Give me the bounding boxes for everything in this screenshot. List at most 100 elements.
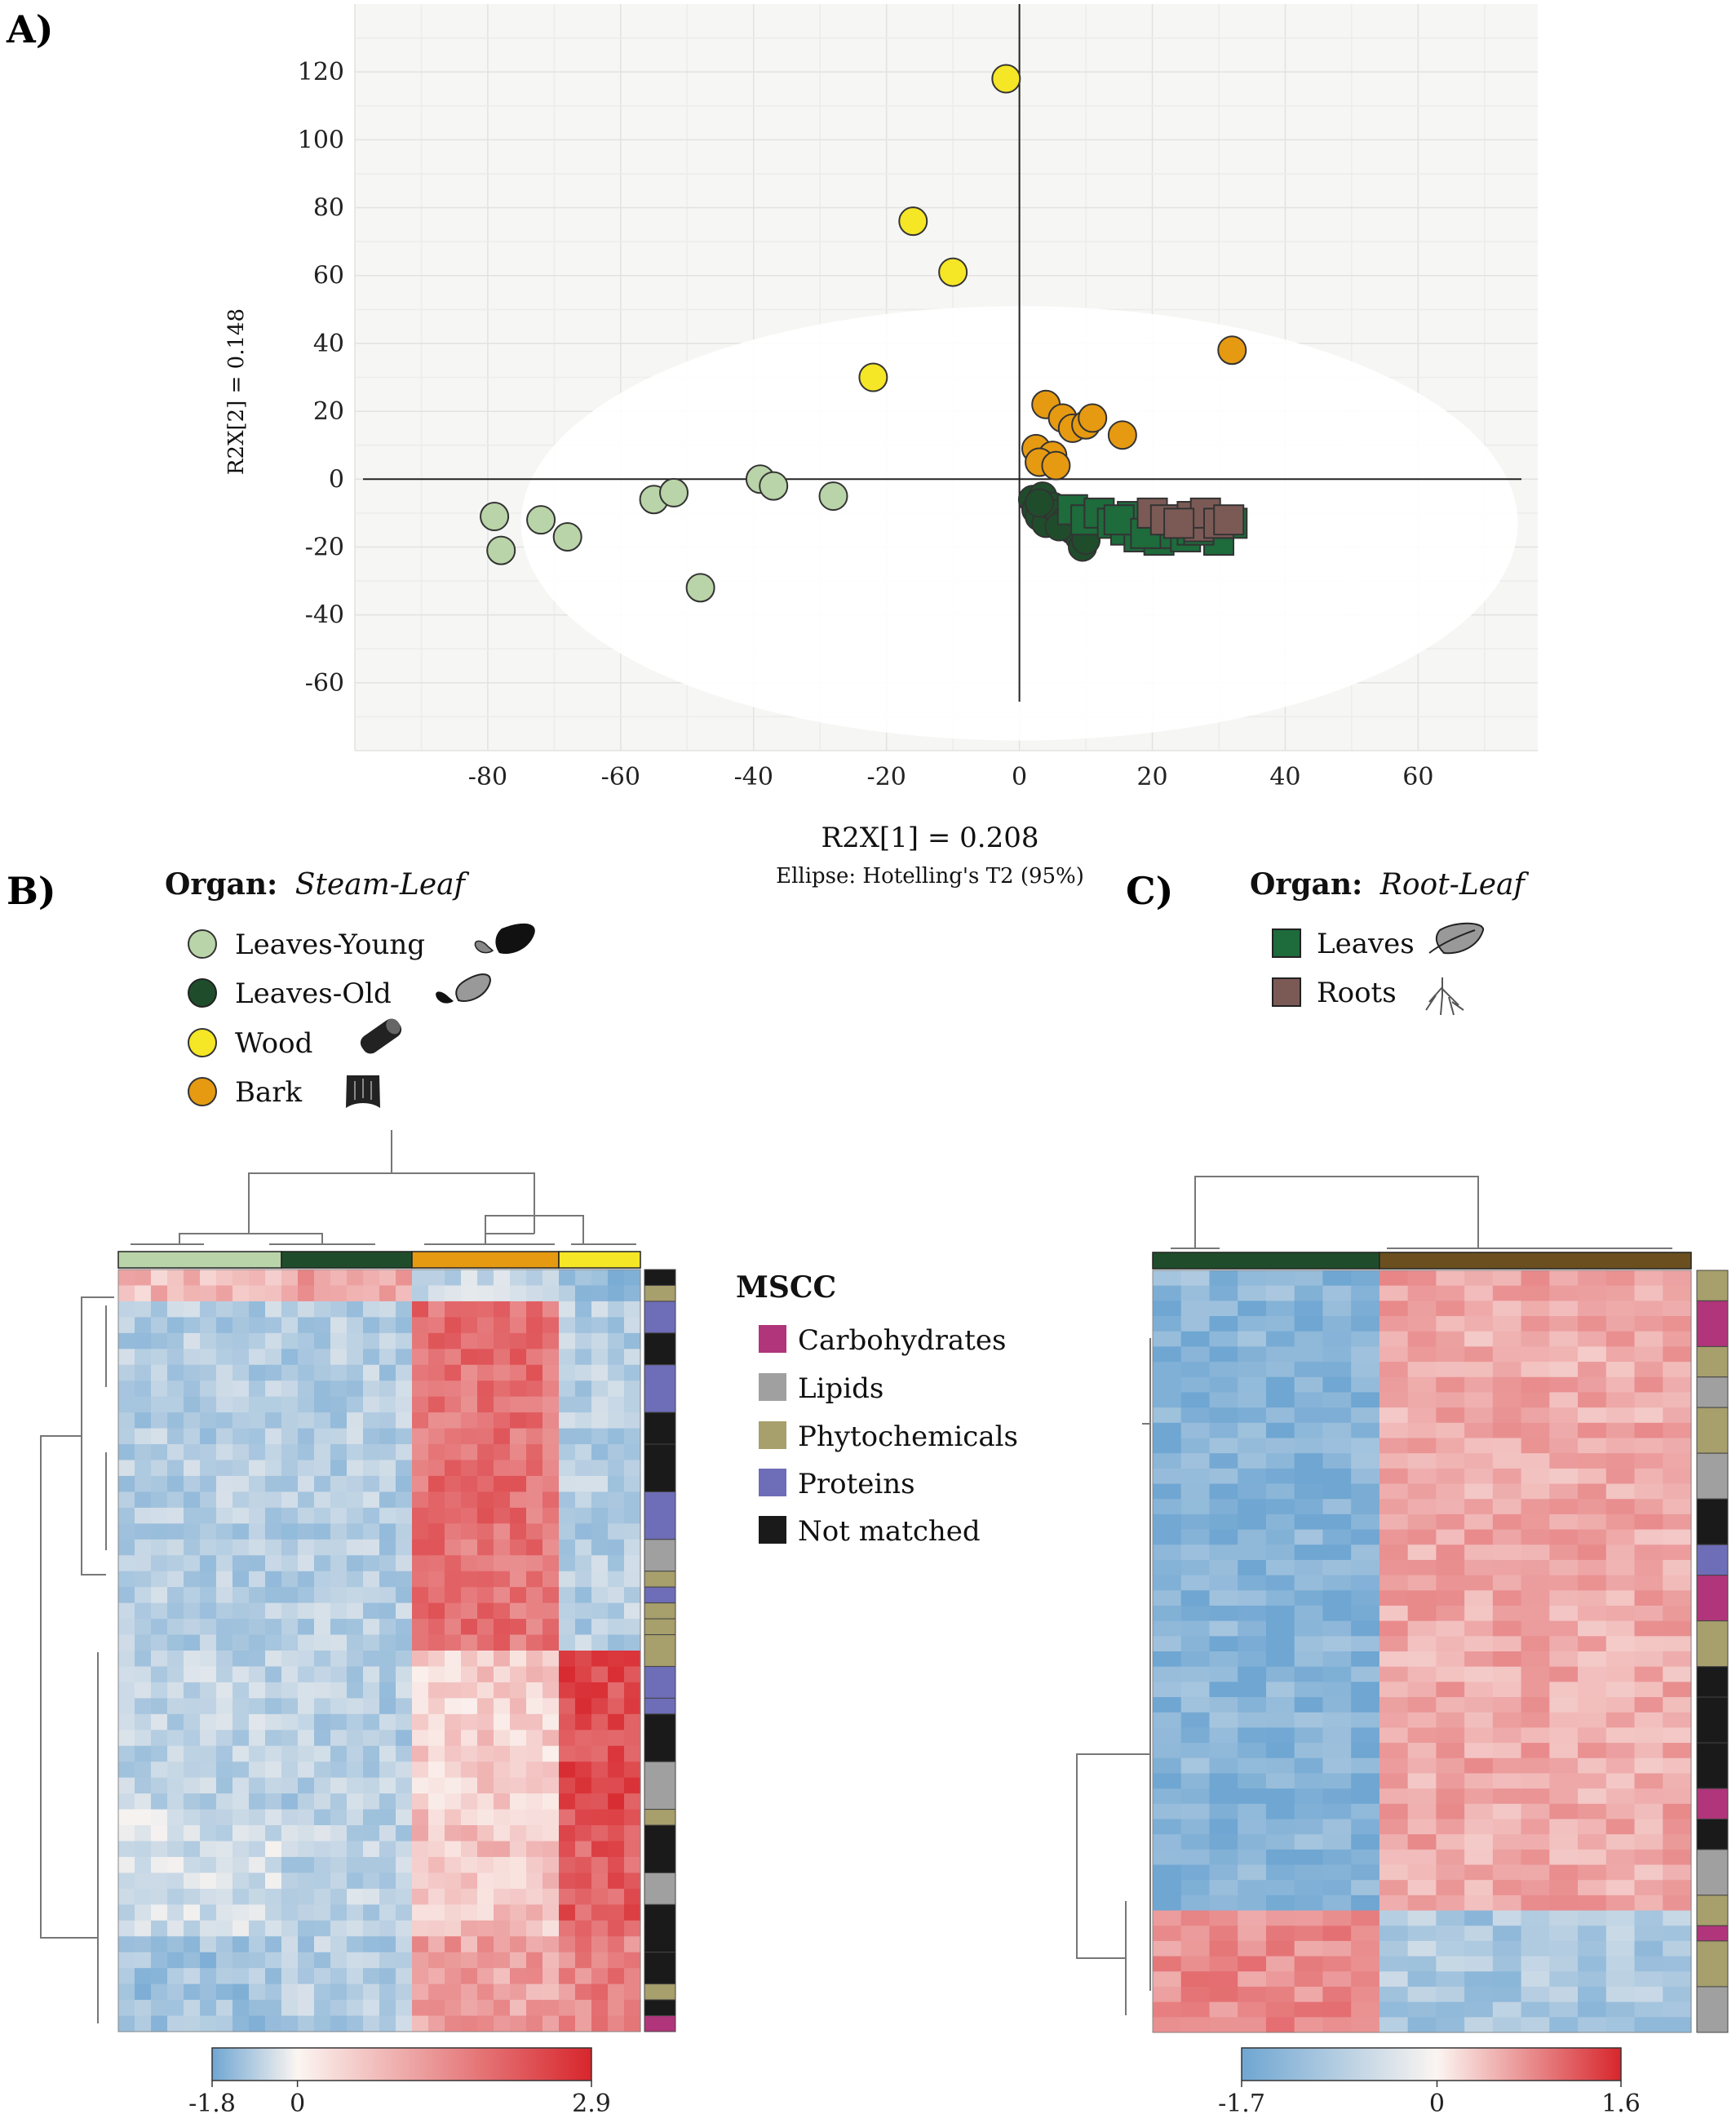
heatmap-cell — [314, 1571, 331, 1588]
heatmap-cell — [200, 1872, 217, 1890]
heatmap-cell — [118, 1619, 135, 1636]
heatmap-cell — [428, 1270, 445, 1287]
heatmap-cell — [1663, 1620, 1692, 1637]
heatmap-cell — [1180, 1575, 1211, 1591]
heatmap-cell — [298, 2000, 315, 2017]
heatmap-cell — [1351, 1499, 1380, 1515]
heatmap-cell — [379, 1666, 396, 1683]
heatmap-cell — [249, 1381, 266, 1398]
ellipse-note: Ellipse: Hotelling's T2 (95%) — [776, 864, 1084, 889]
heatmap-cell — [1605, 1956, 1636, 1972]
heatmap-cell — [1238, 1316, 1267, 1332]
heatmap-cell — [1153, 1819, 1182, 1835]
heatmap-cell — [314, 1634, 331, 1651]
heatmap-cell — [461, 1682, 478, 1699]
heatmap-cell — [1407, 1910, 1437, 1926]
heatmap-cell — [445, 1904, 462, 1921]
heatmap-cell — [591, 1856, 609, 1874]
heatmap-cell — [1180, 1926, 1211, 1942]
heatmap-cell — [216, 1555, 233, 1572]
legend-swatch-leaves-young — [188, 929, 217, 959]
heatmap-cell — [1294, 1712, 1324, 1728]
point-leaves-young — [480, 502, 510, 532]
heatmap-cell — [330, 1475, 348, 1493]
heatmap-cell — [1549, 1468, 1579, 1485]
heatmap-cell — [314, 1777, 331, 1794]
heatmap-cell — [1209, 1757, 1238, 1775]
heatmap-cell — [1209, 1499, 1238, 1515]
heatmap-cell — [1464, 1468, 1494, 1485]
heatmap-cell — [1294, 1468, 1324, 1485]
heatmap-cell — [461, 1587, 478, 1604]
heatmap-cell — [232, 1983, 250, 2001]
heatmap-cell — [167, 1475, 184, 1493]
heatmap-cell — [1605, 1803, 1636, 1820]
heatmap-cell — [314, 1602, 331, 1620]
heatmap-cell — [445, 1730, 462, 1747]
heatmap-cell — [1351, 1743, 1380, 1759]
heatmap-cell — [1436, 1529, 1465, 1545]
heatmap-cell — [461, 1332, 478, 1350]
mscc-swatch-not-matched — [759, 1516, 786, 1544]
heatmap-cell — [379, 1270, 396, 1287]
heatmap-cell — [445, 1270, 462, 1287]
heatmap-cell — [184, 1332, 201, 1350]
mscc-annotation-cell — [644, 1809, 676, 1826]
heatmap-cell — [379, 1968, 396, 1985]
heatmap-cell — [135, 1349, 152, 1366]
heatmap-cell — [281, 1809, 299, 1826]
heatmap-cell — [591, 1682, 609, 1699]
heatmap-cell — [249, 1523, 266, 1540]
heatmap-cell — [314, 1809, 331, 1826]
heatmap-cell — [477, 1983, 494, 2001]
heatmap-cell — [347, 1888, 364, 1905]
heatmap-cell — [1464, 1301, 1494, 1317]
heatmap-cell — [1238, 1895, 1267, 1912]
heatmap-cell — [200, 1825, 217, 1842]
legend-item-bark: Bark — [235, 1076, 303, 1109]
heatmap-cell — [1663, 1986, 1692, 2003]
heatmap-cell — [559, 1983, 576, 2001]
mscc-annotation-cell — [644, 1301, 676, 1334]
heatmap-cell — [461, 1301, 478, 1318]
heatmap-cell — [591, 1619, 609, 1636]
heatmap-cell — [542, 1793, 560, 1810]
heatmap-cell — [608, 1332, 625, 1350]
heatmap-cell — [1407, 1346, 1437, 1363]
heatmap-cell — [461, 1412, 478, 1429]
heatmap-cell — [249, 1619, 266, 1636]
heatmap-cell — [412, 1968, 429, 1985]
heatmap-cell — [575, 1793, 592, 1810]
heatmap-cell — [184, 2015, 201, 2032]
heatmap-cell — [232, 1682, 250, 1699]
heatmap-cell — [1379, 1376, 1409, 1394]
heatmap-cell — [510, 1841, 527, 1858]
heatmap-cell — [1265, 1453, 1295, 1469]
heatmap-cell — [118, 1968, 135, 1985]
heatmap-cell — [1464, 1773, 1494, 1789]
heatmap-cell — [330, 1619, 348, 1636]
heatmap-cell — [1521, 1545, 1550, 1561]
heatmap-cell — [1634, 1971, 1663, 1988]
heatmap-cell — [526, 1428, 543, 1445]
heatmap-cell — [1549, 2001, 1579, 2018]
heatmap-cell — [510, 1412, 527, 1429]
heatmap-cell — [1209, 1651, 1238, 1668]
heatmap-cell — [1492, 1666, 1522, 1682]
heatmap-cell — [135, 1332, 152, 1350]
heatmap-cell — [265, 1491, 282, 1509]
heatmap-cell — [1549, 1956, 1579, 1972]
heatmap-cell — [1521, 1468, 1550, 1485]
heatmap-cell — [347, 1698, 364, 1715]
mscc-annotation-cell — [1696, 1544, 1729, 1576]
heatmap-cell — [1180, 1483, 1211, 1500]
heatmap-cell — [330, 1983, 348, 2001]
heatmap-cell — [249, 1491, 266, 1509]
heatmap-cell — [232, 1571, 250, 1588]
heatmap-cell — [494, 1301, 511, 1318]
heatmap-cell — [591, 1730, 609, 1747]
heatmap-cell — [1238, 1849, 1267, 1866]
heatmap-cell — [1153, 1864, 1182, 1881]
heatmap-cell — [1294, 1636, 1324, 1652]
heatmap-cell — [1549, 1605, 1579, 1622]
